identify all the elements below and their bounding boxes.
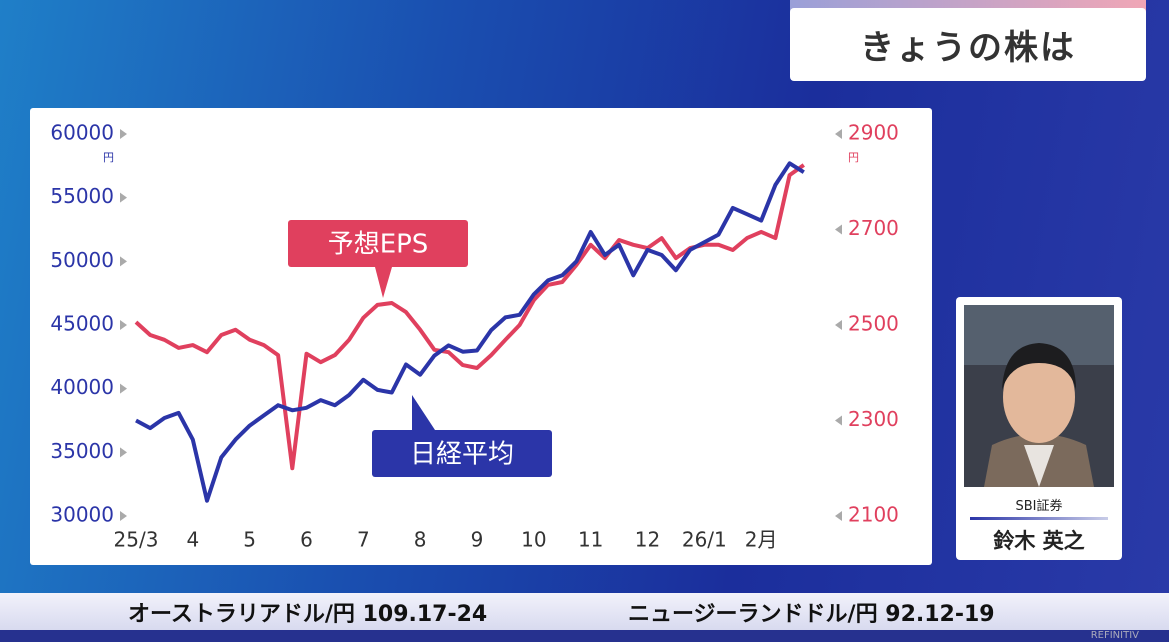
y2-tick-mark bbox=[835, 129, 842, 139]
ticker-item: ニュージーランドドル/円 92.12-19 bbox=[628, 601, 995, 627]
y-tick-mark bbox=[120, 256, 127, 267]
y2-unit: 円 bbox=[848, 151, 859, 164]
y-tick-label: 45000 bbox=[50, 312, 114, 336]
y-tick-mark bbox=[120, 447, 127, 458]
y-tick-label: 40000 bbox=[50, 375, 114, 399]
bottom-strip bbox=[0, 630, 1169, 642]
y2-tick-label: 2100 bbox=[848, 503, 899, 527]
series-line bbox=[135, 161, 805, 503]
y2-tick-mark bbox=[835, 415, 842, 426]
divider bbox=[970, 517, 1108, 520]
y-unit: 円 bbox=[103, 151, 114, 164]
y2-tick-label: 2500 bbox=[848, 312, 899, 336]
ticker-item: オーストラリアドル/円 109.17-24 bbox=[128, 601, 488, 627]
callout-pointer bbox=[375, 267, 392, 298]
x-tick-label: 9 bbox=[471, 528, 484, 552]
x-tick-label: 11 bbox=[578, 528, 603, 552]
y2-tick-mark bbox=[835, 511, 842, 521]
series-line bbox=[134, 163, 805, 471]
header-title: きょうの株は bbox=[790, 8, 1146, 81]
callout-box bbox=[288, 220, 468, 267]
presenter-name: 鈴木 英之 bbox=[993, 529, 1085, 553]
x-tick-label: 10 bbox=[521, 528, 546, 552]
callouts: 予想EPS 日経平均 bbox=[288, 220, 552, 477]
y-tick-label: 35000 bbox=[50, 439, 114, 463]
x-tick-label: 5 bbox=[243, 528, 256, 552]
ticker-bar: オーストラリアドル/円 109.17-24 ニュージーランドドル/円 92.12… bbox=[0, 593, 1169, 630]
y-tick-label: 60000 bbox=[50, 121, 114, 145]
y-tick-label: 30000 bbox=[50, 503, 114, 527]
x-tick-label: 7 bbox=[357, 528, 370, 552]
presenter-photo bbox=[964, 305, 1114, 487]
y2-tick-label: 2900 bbox=[848, 121, 899, 145]
presenter-firm: SBI証券 bbox=[1015, 499, 1063, 514]
y2-tick-mark bbox=[835, 320, 842, 330]
y-tick-mark bbox=[120, 192, 127, 203]
y2-tick-label: 2700 bbox=[848, 216, 899, 240]
x-tick-label: 12 bbox=[635, 528, 660, 552]
y-tick-label: 55000 bbox=[50, 184, 114, 208]
y-tick-mark bbox=[120, 383, 127, 394]
x-tick-label: 4 bbox=[186, 528, 199, 552]
x-tick-label: 6 bbox=[300, 528, 313, 552]
x-tick-label: 8 bbox=[414, 528, 427, 552]
callout-box bbox=[372, 430, 552, 477]
x-tick-label: 2月 bbox=[745, 528, 778, 552]
y-tick-mark bbox=[120, 320, 127, 330]
y-tick-mark bbox=[120, 511, 127, 521]
credit: REFINITIV bbox=[1090, 630, 1139, 641]
x-tick-label: 26/1 bbox=[682, 528, 727, 552]
callout-pointer bbox=[412, 395, 435, 430]
y-tick-label: 50000 bbox=[50, 248, 114, 272]
series-label: 日経平均 bbox=[410, 440, 514, 470]
y-tick-mark bbox=[120, 129, 127, 139]
chart-panel: 予想EPS 日経平均 30000 35000 40000 45000 50000 5500… bbox=[30, 108, 932, 565]
x-tick-label: 25/3 bbox=[114, 528, 159, 552]
chart: 予想EPS 日経平均 30000 35000 40000 45000 50000 5500… bbox=[50, 121, 899, 552]
series-label: 予想EPS bbox=[328, 230, 429, 260]
y2-tick-label: 2300 bbox=[848, 407, 899, 431]
presenter-card: SBI証券 鈴木 英之 bbox=[956, 297, 1122, 560]
y2-tick-mark bbox=[835, 224, 842, 235]
